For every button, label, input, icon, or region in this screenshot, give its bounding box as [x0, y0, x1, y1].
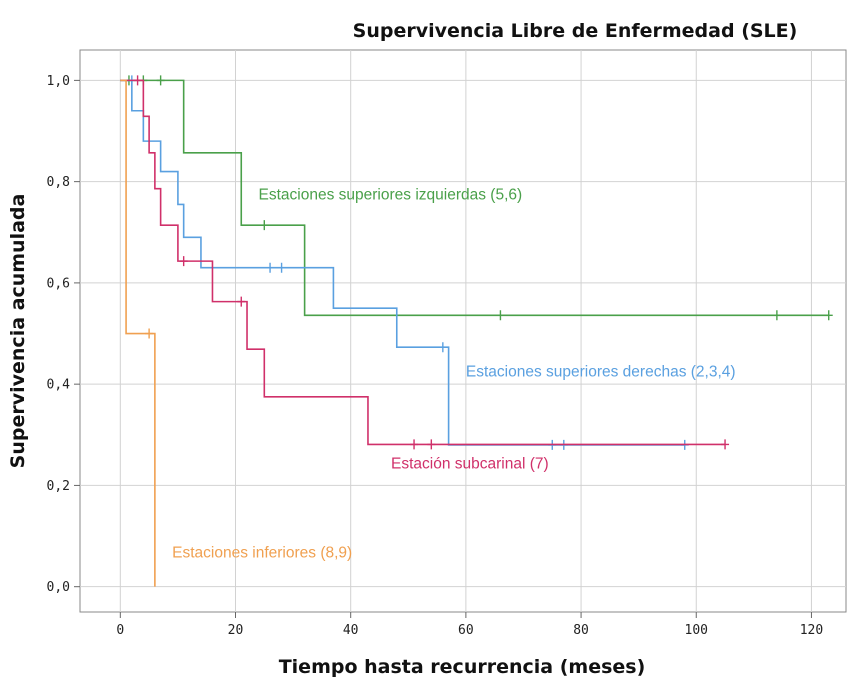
y-axis-title: Supervivencia acumulada	[7, 194, 29, 469]
x-tick-label: 100	[685, 623, 708, 638]
censor-mark	[277, 262, 286, 273]
censor-mark	[133, 75, 142, 86]
series-annotation: Estaciones superiores derechas (2,3,4)	[466, 364, 736, 381]
y-tick-label: 1,0	[47, 74, 70, 89]
censor-mark	[410, 439, 419, 450]
y-tick-label: 0,2	[47, 479, 70, 494]
y-axis-ticks: 0,0 0,2 0,4 0,6 0,8 1,0	[47, 74, 80, 595]
censor-mark	[145, 328, 154, 339]
x-tick-label: 0	[116, 623, 124, 638]
x-axis-ticks: 0 20 40 60 80 100 120	[116, 612, 823, 638]
plot-area	[79, 49, 847, 613]
censor-mark	[824, 310, 833, 321]
y-tick-label: 0,0	[47, 580, 70, 595]
x-tick-label: 40	[343, 623, 359, 638]
series-annotation: Estación subcarinal (7)	[391, 456, 549, 473]
censor-mark	[438, 342, 447, 353]
x-tick-label: 80	[573, 623, 589, 638]
censor-mark	[260, 220, 269, 231]
censor-mark	[721, 439, 730, 450]
censor-mark	[427, 439, 436, 450]
x-tick-label: 60	[458, 623, 474, 638]
x-axis-title: Tiempo hasta recurrencia (meses)	[279, 656, 646, 678]
series-curve	[120, 75, 730, 450]
survival-line	[120, 79, 726, 446]
x-tick-label: 120	[800, 623, 823, 638]
censor-mark	[237, 296, 246, 307]
y-tick-label: 0,8	[47, 175, 70, 190]
grid	[80, 50, 846, 612]
y-tick-label: 0,6	[47, 276, 70, 291]
x-tick-label: 20	[228, 623, 244, 638]
censor-mark	[266, 262, 275, 273]
censor-mark	[496, 310, 505, 321]
series-group	[120, 75, 833, 587]
survival-line	[120, 79, 829, 317]
y-tick-label: 0,4	[47, 378, 71, 393]
censor-mark	[156, 75, 165, 86]
censor-mark	[179, 256, 188, 267]
series-annotation: Estaciones superiores izquierdas (5,6)	[259, 186, 523, 203]
chart-title: Supervivencia Libre de Enfermedad (SLE)	[353, 20, 798, 42]
censor-mark	[772, 310, 781, 321]
annotations: Estaciones superiores izquierdas (5,6) Es…	[172, 186, 735, 561]
series-annotation: Estaciones inferiores (8,9)	[172, 544, 352, 561]
survival-line	[120, 79, 156, 587]
series-curve	[120, 79, 156, 587]
